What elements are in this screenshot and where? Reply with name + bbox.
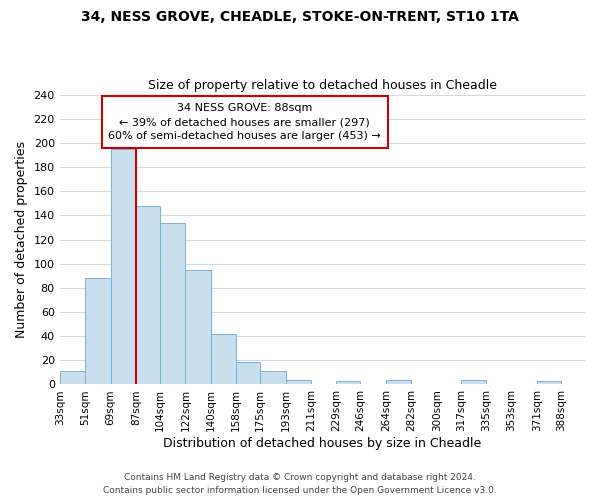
Bar (286, 380, 311, 384)
Bar (59, 371, 85, 384)
Bar (537, 381, 561, 384)
Bar (260, 371, 286, 384)
Bar (236, 362, 260, 384)
X-axis label: Distribution of detached houses by size in Cheadle: Distribution of detached houses by size … (163, 437, 481, 450)
Text: 34 NESS GROVE: 88sqm
← 39% of detached houses are smaller (297)
60% of semi-deta: 34 NESS GROVE: 88sqm ← 39% of detached h… (108, 103, 381, 141)
Bar (337, 381, 361, 384)
Bar (185, 270, 211, 384)
Bar (136, 206, 160, 384)
Text: Contains HM Land Registry data © Crown copyright and database right 2024.
Contai: Contains HM Land Registry data © Crown c… (103, 474, 497, 495)
Bar (461, 380, 486, 384)
Bar (110, 149, 136, 384)
Bar (386, 380, 412, 384)
Title: Size of property relative to detached houses in Cheadle: Size of property relative to detached ho… (148, 79, 497, 92)
Bar (85, 278, 110, 384)
Y-axis label: Number of detached properties: Number of detached properties (15, 141, 28, 338)
Bar (211, 334, 236, 384)
Text: 34, NESS GROVE, CHEADLE, STOKE-ON-TRENT, ST10 1TA: 34, NESS GROVE, CHEADLE, STOKE-ON-TRENT,… (81, 10, 519, 24)
Bar (160, 222, 185, 384)
